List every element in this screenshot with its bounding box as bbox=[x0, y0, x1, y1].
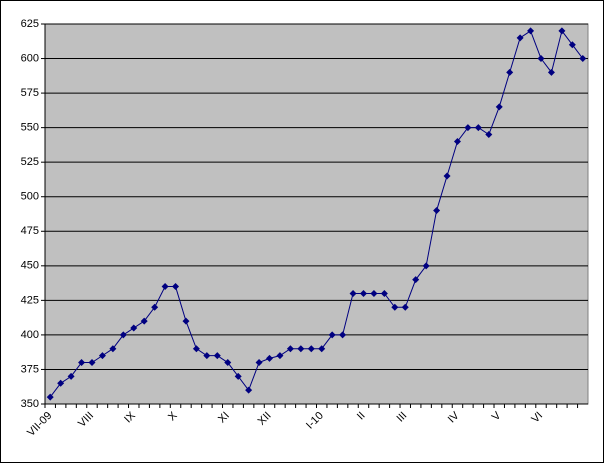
y-tick-label: 400 bbox=[21, 329, 39, 341]
data-point bbox=[234, 372, 242, 380]
data-point bbox=[213, 352, 221, 360]
data-point bbox=[568, 41, 576, 49]
data-point bbox=[286, 345, 294, 353]
data-point bbox=[474, 124, 482, 132]
data-point bbox=[464, 124, 472, 132]
data-point bbox=[98, 352, 106, 360]
data-point bbox=[443, 172, 451, 180]
data-point bbox=[527, 27, 535, 35]
plot-area bbox=[44, 23, 589, 405]
data-point bbox=[276, 352, 284, 360]
data-point bbox=[297, 345, 305, 353]
data-point bbox=[224, 359, 232, 367]
data-point bbox=[266, 354, 274, 362]
data-point bbox=[349, 289, 357, 297]
data-point bbox=[57, 379, 65, 387]
y-tick-label: 475 bbox=[21, 225, 39, 237]
data-point bbox=[109, 345, 117, 353]
y-tick-label: 600 bbox=[21, 52, 39, 64]
y-tick-label: 375 bbox=[21, 363, 39, 375]
y-tick-label: 500 bbox=[21, 191, 39, 203]
data-point bbox=[46, 393, 54, 401]
y-tick-label: 425 bbox=[21, 294, 39, 306]
data-point bbox=[506, 68, 514, 76]
data-point bbox=[433, 207, 441, 215]
data-point bbox=[318, 345, 326, 353]
data-point bbox=[412, 276, 420, 284]
y-tick-label: 350 bbox=[21, 398, 39, 410]
data-point bbox=[140, 317, 148, 325]
data-point bbox=[78, 359, 86, 367]
data-line bbox=[49, 29, 584, 398]
data-point bbox=[255, 359, 263, 367]
data-point bbox=[182, 317, 190, 325]
data-point bbox=[119, 331, 127, 339]
data-point bbox=[339, 331, 347, 339]
data-point bbox=[516, 34, 524, 42]
data-point bbox=[161, 283, 169, 291]
data-point bbox=[537, 55, 545, 63]
data-point bbox=[130, 324, 138, 332]
data-point bbox=[495, 103, 503, 111]
data-point bbox=[370, 289, 378, 297]
y-tick-label: 450 bbox=[21, 260, 39, 272]
data-point bbox=[485, 131, 493, 139]
data-point bbox=[328, 331, 336, 339]
y-tick-label: 575 bbox=[21, 87, 39, 99]
y-tick-label: 550 bbox=[21, 122, 39, 134]
data-point bbox=[192, 345, 200, 353]
data-point bbox=[67, 372, 75, 380]
data-point bbox=[203, 352, 211, 360]
data-point bbox=[380, 289, 388, 297]
data-point bbox=[359, 289, 367, 297]
data-point bbox=[245, 386, 253, 394]
y-tick-label: 625 bbox=[21, 18, 39, 30]
data-point bbox=[88, 359, 96, 367]
data-point bbox=[579, 55, 587, 63]
data-point bbox=[547, 68, 555, 76]
data-point bbox=[453, 137, 461, 145]
data-point bbox=[558, 27, 566, 35]
data-point bbox=[401, 303, 409, 311]
data-point bbox=[307, 345, 315, 353]
y-tick-label: 525 bbox=[21, 156, 39, 168]
data-point bbox=[151, 303, 159, 311]
data-point bbox=[422, 262, 430, 270]
data-point bbox=[172, 283, 180, 291]
data-point bbox=[391, 303, 399, 311]
